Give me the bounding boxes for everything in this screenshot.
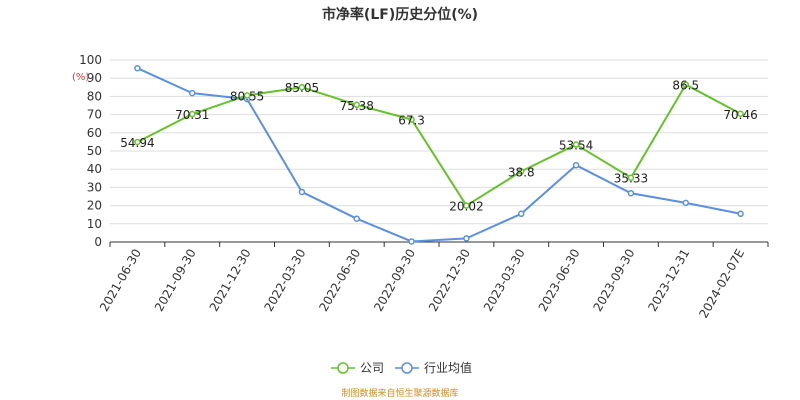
data-label: 67.3 xyxy=(398,114,425,128)
x-tick-label: 2022-09-30 xyxy=(371,247,418,314)
source-note: 制图数据来自恒生聚源数据库 xyxy=(341,387,458,399)
data-label: 35.33 xyxy=(614,172,648,186)
data-point[interactable] xyxy=(463,202,470,209)
data-point[interactable] xyxy=(627,174,635,181)
data-point[interactable] xyxy=(408,238,415,245)
data-point[interactable] xyxy=(737,110,744,118)
x-tick-label: 2021-06-30 xyxy=(97,247,144,314)
data-point[interactable] xyxy=(518,210,525,218)
x-tick-label: 2022-12-30 xyxy=(426,246,473,313)
data-point[interactable] xyxy=(134,138,141,146)
y-tick-label: 10 xyxy=(87,217,102,231)
data-label: 70.46 xyxy=(723,108,757,122)
x-tick-label: 2024-02-07E xyxy=(696,247,747,321)
y-tick-label: 40 xyxy=(87,162,102,176)
series-layer xyxy=(134,64,744,245)
data-point[interactable] xyxy=(682,199,689,207)
legend-item-company[interactable]: 公司 xyxy=(331,361,384,375)
series-line-company xyxy=(136,83,742,207)
data-point[interactable] xyxy=(682,81,689,88)
data-label: 54.94 xyxy=(120,136,154,150)
data-label: 38.8 xyxy=(508,165,535,179)
y-tick-label: 20 xyxy=(87,199,102,213)
x-tick-label: 2022-03-30 xyxy=(262,247,309,314)
legend-marker-industry-avg-icon xyxy=(401,362,413,374)
y-tick-label: 70 xyxy=(87,108,102,122)
y-tick-label: 100 xyxy=(79,53,102,67)
legend-item-industry-avg[interactable]: 行业均值 xyxy=(395,360,472,375)
data-point[interactable] xyxy=(134,64,141,72)
legend-label-industry-avg: 行业均值 xyxy=(424,360,472,375)
data-labels: 54.94 70.31 80.55 85.05 75.38 67.3 20.02 38.8 53… xyxy=(120,79,758,214)
y-tick-label: 0 xyxy=(94,235,102,249)
data-label: 70.31 xyxy=(175,108,209,122)
x-tick-label: 2022-06-30 xyxy=(316,247,363,314)
axes: 0 10 20 30 40 50 60 70 80 90 100 2021-06-30 2021-09-… xyxy=(79,53,769,321)
x-tick-label: 2021-12-30 xyxy=(207,246,254,313)
data-point[interactable] xyxy=(243,92,251,99)
y-tick-label: 50 xyxy=(87,144,102,158)
data-point[interactable] xyxy=(572,161,580,169)
data-point[interactable] xyxy=(518,168,525,175)
data-label: 80.55 xyxy=(230,89,264,103)
data-point[interactable] xyxy=(408,116,415,123)
chart-title: 市净率(LF)历史分位(%) xyxy=(322,6,478,23)
data-label: 85.05 xyxy=(285,81,319,95)
data-point[interactable] xyxy=(189,89,196,97)
data-point[interactable] xyxy=(298,83,306,91)
y-tick-label: 90 xyxy=(87,71,102,85)
y-tick-label: 80 xyxy=(87,89,102,103)
data-label: 20.02 xyxy=(449,200,483,214)
data-point[interactable] xyxy=(463,235,470,242)
series-line-industry-avg xyxy=(137,67,741,243)
y-tick-label: 60 xyxy=(87,126,102,140)
x-tick-label: 2023-06-30 xyxy=(536,247,583,314)
y-tick-label: 30 xyxy=(87,180,102,194)
legend: 公司 行业均值 xyxy=(331,360,472,375)
data-point[interactable] xyxy=(353,101,360,109)
data-point[interactable] xyxy=(353,215,360,222)
y-axis-unit: (%) xyxy=(72,72,89,83)
data-point[interactable] xyxy=(737,210,744,218)
legend-label-company: 公司 xyxy=(360,361,384,375)
data-label: 86.5 xyxy=(672,79,699,93)
x-tick-label: 2023-12-31 xyxy=(645,247,692,314)
legend-marker-company-icon xyxy=(337,362,349,374)
x-tick-label: 2023-03-30 xyxy=(481,247,528,314)
data-label: 53.54 xyxy=(559,139,593,153)
data-point[interactable] xyxy=(298,188,306,196)
data-point[interactable] xyxy=(189,110,196,118)
data-label: 75.38 xyxy=(340,99,374,113)
x-tick-label: 2023-09-30 xyxy=(591,247,638,314)
data-point[interactable] xyxy=(627,189,635,197)
x-tick-label: 2021-09-30 xyxy=(152,247,199,314)
data-point[interactable] xyxy=(572,141,580,148)
